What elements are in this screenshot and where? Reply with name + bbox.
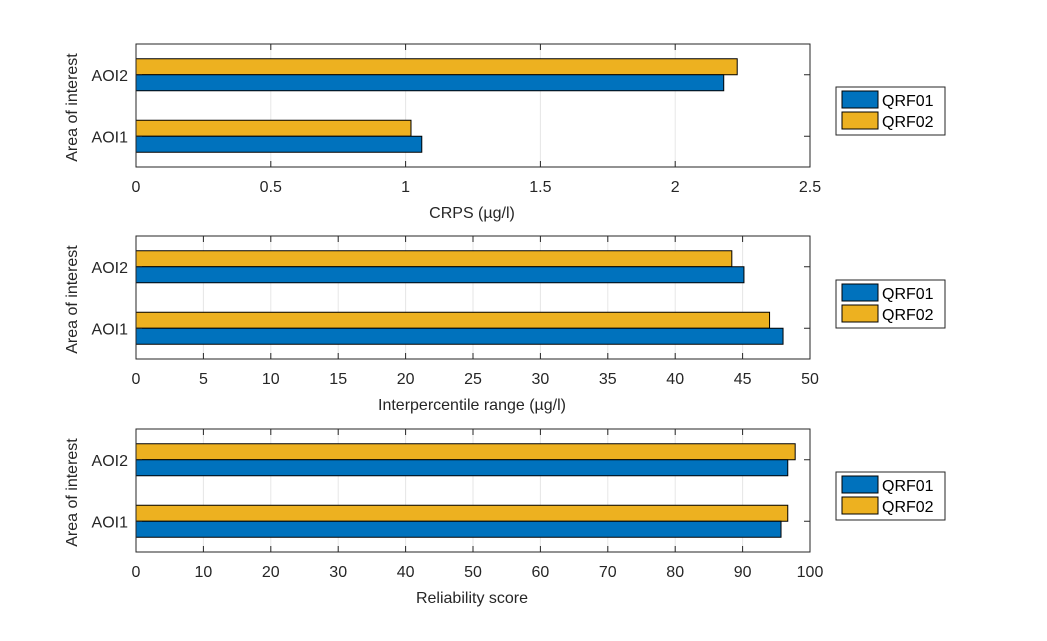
x-tick-label: 2.5: [799, 179, 821, 196]
x-tick-label: 1: [401, 179, 410, 196]
x-tick-label: 40: [666, 371, 684, 388]
legend-swatch-qrf02: [841, 496, 879, 515]
y-tick-label: AOI2: [92, 260, 129, 277]
bar-qrf01-aoi1: [135, 327, 784, 345]
x-tick-label: 0.5: [260, 179, 282, 196]
x-tick-label: 80: [666, 564, 684, 581]
x-tick-label: 50: [464, 564, 482, 581]
bar-qrf01-aoi2: [135, 266, 745, 284]
x-tick-label: 1.5: [529, 179, 551, 196]
legend-label-qrf01: QRF01: [882, 93, 934, 110]
x-tick-label: 50: [801, 371, 819, 388]
bar-qrf01-aoi2: [135, 459, 789, 477]
x-tick-label: 10: [195, 564, 213, 581]
bar-qrf02-aoi1: [135, 311, 771, 329]
x-tick-label: 2: [671, 179, 680, 196]
y-tick-label: AOI1: [92, 321, 129, 338]
x-tick-label: 90: [734, 564, 752, 581]
y-tick-label: AOI2: [92, 453, 129, 470]
chart-panel-1: 0 0.5 1 1.5 2 2.5 AOI1 AOI2 CRPS (µg/l) Area of i…: [64, 43, 946, 222]
x-tick-label: 30: [329, 564, 347, 581]
x-tick-label: 100: [797, 564, 824, 581]
x-tick-label: 60: [532, 564, 550, 581]
x-tick-label: 45: [734, 371, 752, 388]
x-tick-label: 30: [532, 371, 550, 388]
x-tick-label: 0: [132, 179, 141, 196]
x-tick-label: 10: [262, 371, 280, 388]
x-tick-label: 70: [599, 564, 617, 581]
x-tick-label: 20: [397, 371, 415, 388]
bar-qrf02-aoi1: [135, 504, 789, 522]
bar-qrf02-aoi2: [135, 443, 796, 461]
legend-label-qrf01: QRF01: [882, 286, 934, 303]
axes-box: [135, 43, 811, 168]
bar-qrf02-aoi2: [135, 58, 738, 76]
x-tick-label: 40: [397, 564, 415, 581]
y-tick-label: AOI1: [92, 514, 129, 531]
y-axis-label: Area of interest: [64, 245, 81, 354]
bar-qrf01-aoi1: [135, 135, 423, 153]
legend-swatch-qrf02: [841, 304, 879, 323]
legend-swatch-qrf01: [841, 90, 879, 109]
legend: QRF01 QRF02: [835, 279, 946, 329]
bar-qrf01-aoi1: [135, 520, 782, 538]
x-tick-label: 0: [132, 564, 141, 581]
x-tick-label: 20: [262, 564, 280, 581]
chart-panel-2: 0 5 10 15 20 25 30 35 40 45 50 AOI1 AOI2 Interpercent…: [64, 235, 946, 414]
chart-panel-3: 0 10 20 30 40 50 60 70 80 90 100 AOI1 AOI2 Reliabilit…: [64, 428, 946, 607]
legend-label-qrf02: QRF02: [882, 114, 934, 131]
x-axis-label: Reliability score: [416, 590, 528, 607]
legend-label-qrf01: QRF01: [882, 478, 934, 495]
legend-swatch-qrf02: [841, 111, 879, 130]
bar-qrf01-aoi2: [135, 74, 725, 92]
x-tick-label: 5: [199, 371, 208, 388]
x-tick-label: 15: [329, 371, 347, 388]
legend: QRF01 QRF02: [835, 471, 946, 521]
x-tick-label: 25: [464, 371, 482, 388]
legend-swatch-qrf01: [841, 475, 879, 494]
legend-label-qrf02: QRF02: [882, 499, 934, 516]
x-tick-label: 35: [599, 371, 617, 388]
y-tick-label: AOI1: [92, 129, 129, 146]
y-axis-label: Area of interest: [64, 53, 81, 162]
x-axis-label: CRPS (µg/l): [429, 205, 515, 222]
y-tick-label: AOI2: [92, 68, 129, 85]
x-tick-label: 0: [132, 371, 141, 388]
legend-swatch-qrf01: [841, 283, 879, 302]
legend-label-qrf02: QRF02: [882, 307, 934, 324]
legend: QRF01 QRF02: [835, 86, 946, 136]
bar-qrf02-aoi2: [135, 250, 733, 268]
bar-qrf02-aoi1: [135, 119, 412, 137]
x-axis-label: Interpercentile range (µg/l): [378, 397, 566, 414]
y-axis-label: Area of interest: [64, 438, 81, 547]
